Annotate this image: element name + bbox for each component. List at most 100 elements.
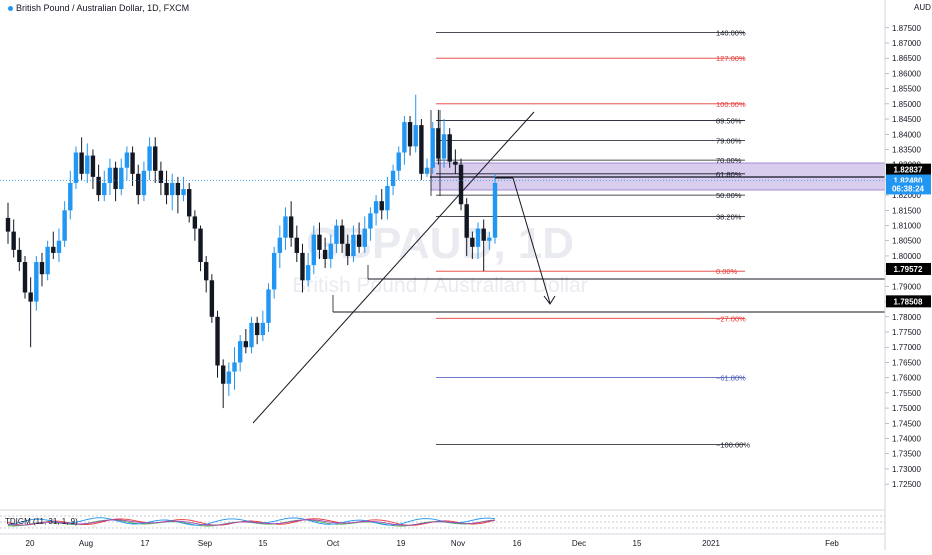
candle-body	[45, 246, 50, 275]
indicator-legend[interactable]: TDIGM (11, 31, 1, 9)	[5, 517, 78, 526]
time-tick-label: Nov	[451, 539, 465, 548]
fib-level-label: 50.00%	[716, 191, 742, 200]
fib-retracement[interactable]: 140.00% 127.00% 100.00% 89.50% 79.00% 70.00% 6…	[436, 28, 750, 450]
fib-level-label: −61.80%	[716, 374, 746, 383]
candle-body	[390, 170, 396, 186]
candle-body	[102, 182, 107, 196]
price-tick-label: 1.82000	[892, 191, 921, 200]
price-tick-label: 1.76500	[892, 358, 921, 367]
candle-body	[283, 216, 288, 238]
price-axis-currency: AUD	[914, 3, 931, 12]
projection-arrow-path-2[interactable]	[512, 177, 551, 304]
candle-body	[73, 152, 79, 183]
candle-body	[453, 161, 458, 165]
fib-level-label: 0.00%	[716, 267, 738, 276]
candle-body	[237, 341, 243, 363]
candle-body	[311, 234, 316, 266]
price-tag-bg	[886, 295, 931, 308]
candle-body	[203, 262, 209, 281]
candle-body	[51, 246, 56, 253]
candle-body	[436, 128, 441, 159]
fib-level-label: −100.00%	[716, 441, 750, 450]
price-tag-label: 1.82480	[894, 177, 923, 186]
price-tag-label: 1.78508	[894, 297, 923, 306]
price-tick-label: 1.80500	[892, 237, 921, 246]
price-tag-bg	[886, 262, 931, 275]
candle-body	[62, 210, 67, 241]
time-tick-label: 20	[26, 539, 35, 548]
price-tick-label: 1.76000	[892, 374, 921, 383]
price-tick-label: 1.84500	[892, 115, 921, 124]
candle-body	[113, 167, 118, 190]
candle-body	[181, 189, 186, 196]
candle-body	[385, 185, 390, 211]
time-tick-label: Aug	[79, 539, 93, 548]
candle-body	[79, 152, 84, 174]
candle-body	[266, 289, 271, 323]
time-tick-label: 15	[259, 539, 268, 548]
price-tick-label: 1.79000	[892, 282, 921, 291]
candle-body	[96, 176, 101, 196]
price-tick-label: 1.74500	[892, 419, 921, 428]
fib-level-label: 38.20%	[716, 212, 742, 221]
watermark-description: British Pound / Australian Dollar	[292, 274, 587, 297]
price-tick-label: 1.83500	[892, 145, 921, 154]
trend-line[interactable]	[252, 111, 535, 424]
candle-body	[322, 249, 328, 259]
candle-body	[187, 189, 192, 217]
price-tick-label: 1.72500	[892, 480, 921, 489]
watermark-symbol: GBPAUD, 1D	[306, 219, 574, 268]
indicator-line	[7, 518, 496, 526]
time-tick-label: 2021	[702, 539, 720, 548]
candle-body	[232, 362, 237, 372]
symbol-title[interactable]: British Pound / Australian Dollar, 1D, F…	[8, 3, 189, 13]
price-tag-label: 1.79572	[894, 265, 923, 274]
price-tick-label: 1.74000	[892, 435, 921, 444]
candle-body	[294, 237, 300, 253]
time-tick-label: 15	[633, 539, 642, 548]
candle-body	[226, 371, 232, 384]
candle-body	[17, 249, 22, 263]
price-tick-label: 1.75500	[892, 389, 921, 398]
fib-level-label: 140.00%	[716, 28, 746, 37]
fib-level-label: 61.80%	[716, 170, 742, 179]
candle-body	[198, 228, 203, 263]
time-axis[interactable]: 20 Aug 17 Sep 15 Oct 19 Nov 16 Dec 15 2021 Feb	[26, 539, 840, 548]
candle-body	[147, 146, 152, 171]
candle-body	[85, 155, 90, 174]
candle-body	[430, 128, 435, 168]
candle-body	[153, 146, 158, 171]
candle-body	[300, 252, 305, 281]
candle-body	[192, 216, 198, 229]
candle-body	[119, 167, 124, 190]
fib-level-label: 100.00%	[716, 100, 746, 109]
price-tag-bg	[886, 163, 931, 176]
candle-body	[215, 316, 220, 366]
candle-body	[164, 182, 169, 196]
candle-body	[107, 167, 113, 183]
price-axis[interactable]: 1.87500 1.87000 1.86500 1.86000 1.85500 1.850…	[885, 24, 921, 489]
price-tick-label: 1.86500	[892, 54, 921, 63]
candle-body	[396, 152, 401, 171]
price-tick-label: 1.86000	[892, 69, 921, 78]
candle-body	[481, 228, 486, 241]
candle-body	[260, 322, 266, 336]
price-tick-label: 1.80000	[892, 252, 921, 261]
time-tick-label: 19	[397, 539, 406, 548]
candle-body	[379, 201, 384, 211]
time-tick-label: Sep	[198, 539, 213, 548]
candle-body	[328, 243, 333, 259]
time-tick-label: Feb	[825, 539, 839, 548]
price-tick-label: 1.85000	[892, 100, 921, 109]
fib-level-label: −27.00%	[716, 314, 746, 323]
fib-level-label: 127.00%	[716, 54, 746, 63]
candle-body	[441, 134, 447, 159]
price-tick-label: 1.75000	[892, 404, 921, 413]
candle-body	[373, 201, 379, 214]
candle-body	[130, 152, 135, 174]
candle-body	[254, 322, 260, 336]
price-tick-label: 1.87500	[892, 24, 921, 33]
